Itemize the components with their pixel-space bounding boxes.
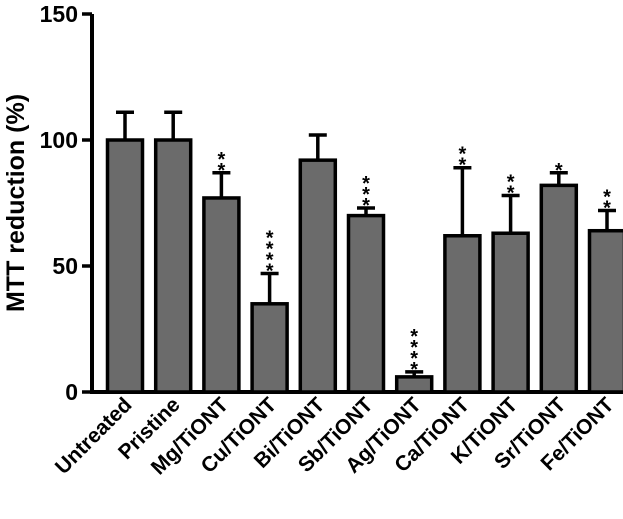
significance-label: * — [555, 160, 563, 182]
significance-label: **** — [266, 228, 274, 283]
significance-label: ** — [459, 144, 467, 177]
y-tick-label: 150 — [40, 1, 78, 27]
significance-group: ******************** — [218, 144, 612, 381]
y-tick-label: 100 — [40, 127, 78, 153]
bar — [443, 234, 482, 394]
significance-label: ** — [218, 149, 226, 182]
significance-label: *** — [362, 173, 370, 217]
bar — [105, 138, 145, 394]
bar — [539, 183, 579, 394]
bar — [250, 302, 289, 394]
significance-label: ** — [507, 171, 515, 204]
error-bars-group — [116, 110, 616, 377]
x-category-label: Untreated — [51, 393, 137, 479]
y-axis-title: MTT reduction (%) — [2, 94, 30, 312]
bar — [491, 231, 530, 394]
x-labels-group: UntreatedPristineMg/TiONTCu/TiONTBi/TiON… — [51, 393, 619, 479]
significance-label: ** — [603, 187, 611, 220]
significance-label: **** — [410, 326, 418, 381]
y-tick-label: 0 — [65, 379, 78, 405]
bars-group — [105, 138, 623, 394]
bar — [587, 228, 623, 394]
y-ticks-group: 0 50 100 150 — [40, 1, 92, 405]
bar — [153, 138, 193, 394]
bar — [202, 196, 241, 394]
y-tick-label: 50 — [52, 253, 78, 279]
bar — [346, 213, 386, 394]
bar — [298, 158, 338, 394]
